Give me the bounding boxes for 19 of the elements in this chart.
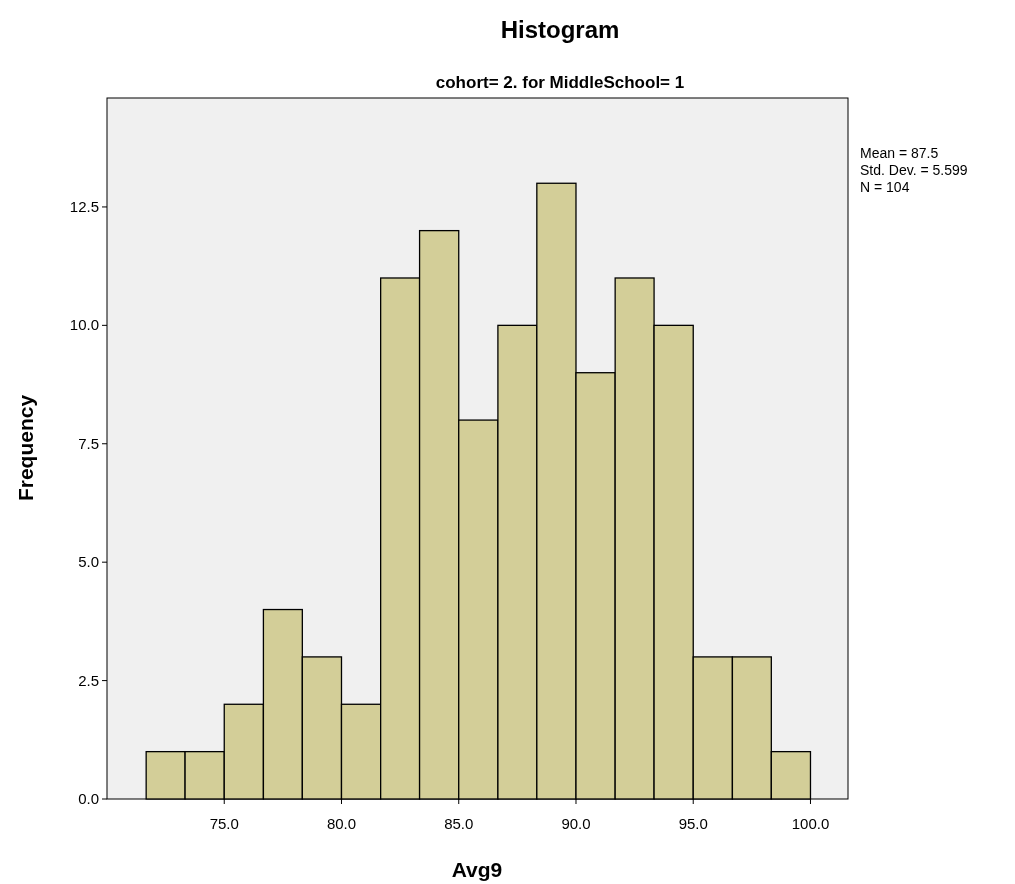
x-axis-title: Avg9 — [451, 858, 503, 881]
text: Mean = 87.5 — [860, 145, 939, 161]
x-tick-label: 75.0 — [209, 815, 239, 832]
y-tick-label: 2.5 — [78, 671, 99, 689]
x-tick-label: 85.0 — [444, 815, 474, 832]
chart-subtitle: cohort= 2. for MiddleSchool= 1 — [435, 73, 685, 92]
x-tick-label: 80.0 — [326, 815, 357, 832]
y-tick-label: 10.0 — [69, 316, 99, 334]
x-tick-label: 95.0 — [678, 815, 708, 832]
y-tick-label: 12.5 — [69, 197, 99, 215]
y-tick-label: 5.0 — [78, 553, 99, 571]
text: Std. Dev. = 5.599 — [860, 162, 968, 178]
y-axis-title: Frequency — [14, 394, 37, 502]
x-tick-label: 90.0 — [561, 815, 591, 832]
y-tick-label: 0.0 — [78, 790, 99, 807]
x-tick-label: 100.0 — [791, 815, 830, 832]
text: N = 104 — [860, 179, 910, 195]
chart-title: Histogram — [500, 16, 620, 43]
y-tick-label: 7.5 — [78, 434, 99, 452]
